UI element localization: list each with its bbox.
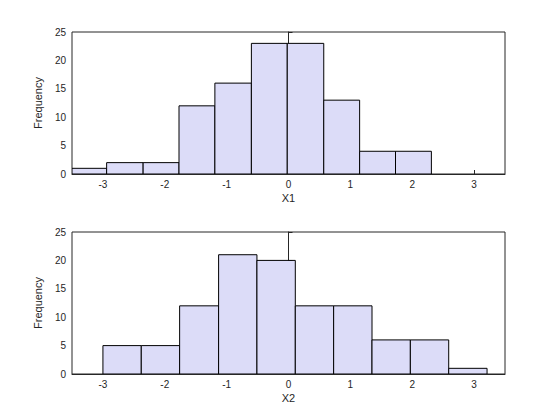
svg-text:0: 0 xyxy=(60,169,66,180)
svg-text:-3: -3 xyxy=(98,179,107,190)
svg-text:25: 25 xyxy=(55,27,67,38)
svg-text:2: 2 xyxy=(409,379,415,390)
svg-text:-2: -2 xyxy=(160,179,169,190)
svg-text:0: 0 xyxy=(286,379,292,390)
svg-text:-3: -3 xyxy=(98,379,107,390)
svg-text:15: 15 xyxy=(55,83,67,94)
svg-text:-1: -1 xyxy=(222,379,231,390)
svg-text:10: 10 xyxy=(55,112,67,123)
svg-text:3: 3 xyxy=(471,379,477,390)
svg-text:10: 10 xyxy=(55,312,67,323)
svg-text:3: 3 xyxy=(471,179,477,190)
svg-text:5: 5 xyxy=(60,140,66,151)
svg-text:5: 5 xyxy=(60,340,66,351)
svg-text:X1: X1 xyxy=(282,192,295,204)
svg-text:15: 15 xyxy=(55,283,67,294)
svg-text:X2: X2 xyxy=(282,392,295,404)
svg-text:20: 20 xyxy=(55,255,67,266)
svg-text:1: 1 xyxy=(348,179,354,190)
svg-text:25: 25 xyxy=(55,227,67,238)
svg-text:2: 2 xyxy=(409,179,415,190)
svg-text:-2: -2 xyxy=(160,379,169,390)
svg-text:20: 20 xyxy=(55,55,67,66)
svg-text:1: 1 xyxy=(348,379,354,390)
svg-text:Frequency: Frequency xyxy=(32,77,44,129)
svg-text:Frequency: Frequency xyxy=(32,277,44,329)
svg-text:-1: -1 xyxy=(222,179,231,190)
svg-text:0: 0 xyxy=(286,179,292,190)
svg-text:0: 0 xyxy=(60,369,66,380)
